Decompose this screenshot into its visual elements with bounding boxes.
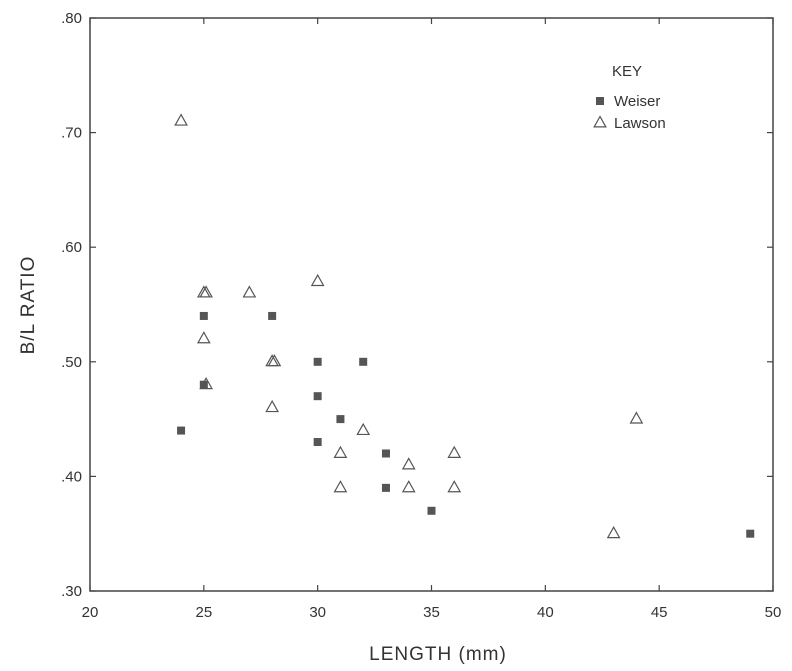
weiser-point <box>381 449 390 458</box>
legend-label-lawson: Lawson <box>614 115 666 132</box>
weiser-point <box>359 357 368 366</box>
lawson-point <box>199 376 213 390</box>
x-tick-label: 20 <box>82 604 99 621</box>
weiser-point <box>313 438 322 447</box>
data-points <box>174 113 755 539</box>
weiser-point <box>427 506 436 515</box>
weiser-point <box>381 483 390 492</box>
lawson-point <box>333 445 348 458</box>
legend: KEY Weiser Lawson <box>593 63 666 132</box>
lawson-point <box>310 273 325 287</box>
x-tick-label: 25 <box>195 604 212 621</box>
lawson-point <box>174 113 188 126</box>
lawson-point <box>606 525 621 539</box>
x-axis-title: LENGTH (mm) <box>369 644 507 665</box>
weiser-point <box>199 311 208 320</box>
y-tick-label: .30 <box>61 583 82 600</box>
lawson-point <box>267 354 282 367</box>
legend-title: KEY <box>612 63 642 80</box>
y-axis-title: B/L RATIO <box>18 256 39 355</box>
legend-marker-weiser <box>596 97 604 105</box>
y-axis: .30 .40 .50 .60 .70 .80 <box>61 10 773 600</box>
lawson-point <box>447 445 462 458</box>
lawson-point <box>401 457 416 470</box>
weiser-point <box>746 529 755 538</box>
lawson-point <box>242 285 257 298</box>
lawson-point <box>356 422 371 436</box>
y-tick-label: .40 <box>61 468 82 485</box>
y-tick-label: .50 <box>61 354 82 371</box>
lawson-point <box>265 399 280 413</box>
weiser-point <box>199 380 208 389</box>
lawson-point <box>629 411 644 424</box>
weiser-point <box>313 357 322 366</box>
x-tick-label: 35 <box>423 604 440 621</box>
weiser-point <box>268 311 277 320</box>
y-tick-label: .70 <box>61 125 82 142</box>
x-tick-label: 30 <box>309 604 326 621</box>
lawson-point <box>196 331 211 344</box>
lawson-point <box>199 285 213 298</box>
weiser-point <box>336 415 345 424</box>
y-tick-label: .60 <box>61 239 82 256</box>
legend-marker-lawson <box>593 115 607 128</box>
x-tick-label: 40 <box>537 604 554 621</box>
lawson-point <box>447 480 462 493</box>
lawson-point <box>333 480 348 493</box>
lawson-point <box>401 480 416 493</box>
x-tick-label: 45 <box>651 604 668 621</box>
weiser-point <box>313 392 322 401</box>
x-axis: 20 25 30 35 40 45 50 <box>82 18 782 621</box>
y-tick-label: .80 <box>61 10 82 27</box>
plot-frame <box>89 17 774 592</box>
x-tick-label: 50 <box>765 604 782 621</box>
legend-label-weiser: Weiser <box>614 93 660 110</box>
weiser-point <box>177 426 186 435</box>
